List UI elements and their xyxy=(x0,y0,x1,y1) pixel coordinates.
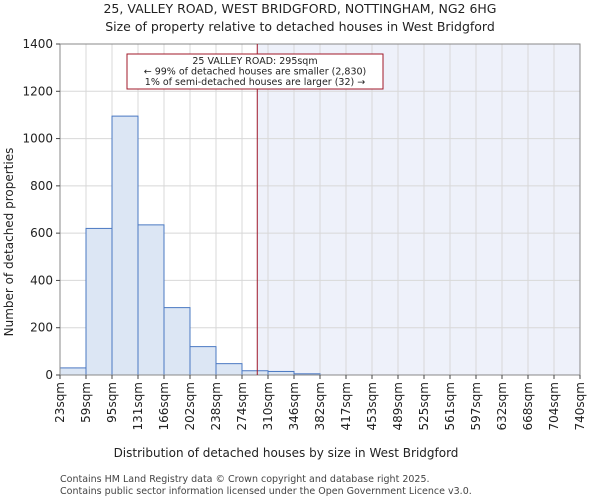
x-tick-label: 131sqm xyxy=(131,382,145,430)
annotation-line: 25 VALLEY ROAD: 295sqm xyxy=(192,56,317,67)
annotation-line: ← 99% of detached houses are smaller (2,… xyxy=(144,67,367,78)
y-tick-label: 1400 xyxy=(22,37,53,51)
annotation-line: 1% of semi-detached houses are larger (3… xyxy=(145,77,365,88)
larger-region-shade xyxy=(257,44,580,375)
x-tick-label: 704sqm xyxy=(547,382,561,430)
x-tick-label: 23sqm xyxy=(53,382,67,423)
y-tick-label: 400 xyxy=(30,273,53,287)
histogram-bar xyxy=(137,224,165,376)
x-tick-label: 166sqm xyxy=(157,382,171,430)
x-axis-label: Distribution of detached houses by size … xyxy=(114,446,459,460)
x-tick-label: 417sqm xyxy=(339,382,353,430)
histogram-bar xyxy=(59,367,87,376)
histogram-bar xyxy=(241,370,269,376)
x-tick-label: 668sqm xyxy=(521,382,535,430)
y-tick-label: 600 xyxy=(30,226,53,240)
histogram-bar xyxy=(189,346,217,376)
y-tick-label: 1000 xyxy=(22,132,53,146)
x-tick-label: 202sqm xyxy=(183,382,197,430)
x-tick-label: 382sqm xyxy=(313,382,327,430)
footer-line-2: Contains public sector information licen… xyxy=(60,486,472,497)
x-tick-label: 489sqm xyxy=(391,382,405,430)
y-tick-label: 200 xyxy=(30,321,53,335)
chart-subtitle: Size of property relative to detached ho… xyxy=(105,19,495,34)
y-tick-label: 1200 xyxy=(22,84,53,98)
x-tick-label: 59sqm xyxy=(79,382,93,423)
chart-title: 25, VALLEY ROAD, WEST BRIDGFORD, NOTTING… xyxy=(103,1,496,16)
x-tick-label: 632sqm xyxy=(495,382,509,430)
x-tick-label: 95sqm xyxy=(105,382,119,423)
plot-area: 0 200 400 600 800 1000 1200 1400 23sqm 59sqm 95sqm… xyxy=(22,37,587,430)
histogram-bar xyxy=(215,363,243,376)
x-tick-label: 561sqm xyxy=(443,382,457,430)
x-tick-label: 238sqm xyxy=(209,382,223,430)
y-tick-label: 800 xyxy=(30,179,53,193)
y-axis-label: Number of detached properties xyxy=(2,148,16,337)
histogram-bar xyxy=(111,115,139,376)
x-tick-label: 453sqm xyxy=(365,382,379,430)
x-tick-label: 740sqm xyxy=(573,382,587,430)
histogram-bar xyxy=(85,227,113,376)
histogram-bar xyxy=(163,307,191,376)
histogram-bar xyxy=(267,370,295,376)
x-tick-label: 274sqm xyxy=(235,382,249,430)
x-tick-label: 525sqm xyxy=(417,382,431,430)
annotation-box xyxy=(126,53,384,90)
y-tick-label: 0 xyxy=(45,368,53,382)
x-tick-label: 346sqm xyxy=(287,382,301,430)
x-tick-label: 597sqm xyxy=(469,382,483,430)
x-tick-label: 310sqm xyxy=(261,382,275,430)
footer-line-1: Contains HM Land Registry data © Crown c… xyxy=(60,474,430,485)
